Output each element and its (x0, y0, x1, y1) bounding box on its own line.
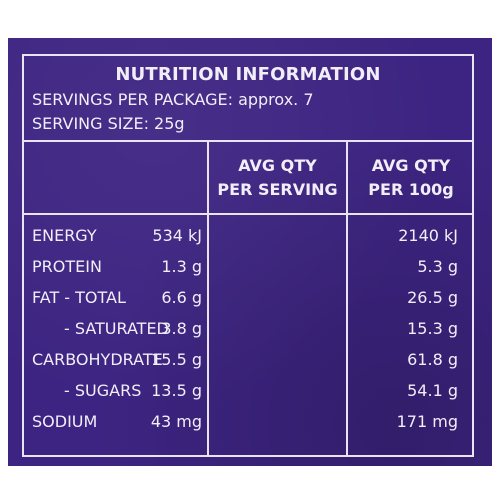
table-row: FAT - TOTAL 6.6 g 26.5 g (24, 283, 472, 313)
nutrient-name: - SATURATED (64, 319, 169, 338)
column-divider-2 (346, 140, 348, 455)
table-row: SODIUM 43 mg 171 mg (24, 407, 472, 437)
divider-header (24, 213, 472, 215)
column-header-line: AVG QTY (371, 156, 451, 175)
table-row: - SUGARS 13.5 g 54.1 g (24, 376, 472, 406)
value-per-serving: 6.6 g (161, 288, 202, 307)
table-row: CARBOHYDRATE 15.5 g 61.8 g (24, 345, 472, 375)
column-header-line: PER 100g (368, 180, 454, 199)
nutrient-name: ENERGY (32, 226, 97, 245)
table-row: - SATURATED 3.8 g 15.3 g (24, 314, 472, 344)
value-per-100g: 2140 kJ (398, 226, 458, 245)
serving-size: SERVING SIZE: 25g (32, 114, 185, 133)
nutrient-name: PROTEIN (32, 257, 102, 276)
nutrient-name: SODIUM (32, 412, 98, 431)
value-per-100g: 5.3 g (417, 257, 458, 276)
value-per-serving: 13.5 g (151, 381, 202, 400)
nutrient-name: - SUGARS (64, 381, 142, 400)
value-per-100g: 171 mg (396, 412, 458, 431)
value-per-100g: 61.8 g (407, 350, 458, 369)
value-per-serving: 534 kJ (152, 226, 202, 245)
nutrient-name: FAT - TOTAL (32, 288, 126, 307)
nutrition-table: NUTRITION INFORMATION SERVINGS PER PACKA… (22, 54, 474, 457)
column-header-per-serving: AVG QTY PER SERVING (209, 154, 346, 202)
table-title: NUTRITION INFORMATION (115, 64, 381, 85)
column-divider-1 (207, 140, 209, 455)
value-per-serving: 15.5 g (151, 350, 202, 369)
value-per-100g: 15.3 g (407, 319, 458, 338)
value-per-serving: 3.8 g (161, 319, 202, 338)
value-per-serving: 1.3 g (161, 257, 202, 276)
nutrient-name: CARBOHYDRATE (32, 350, 163, 369)
value-per-100g: 54.1 g (407, 381, 458, 400)
divider-top (24, 140, 472, 142)
table-row: PROTEIN 1.3 g 5.3 g (24, 252, 472, 282)
column-header-line: PER SERVING (217, 180, 338, 199)
value-per-serving: 43 mg (150, 412, 202, 431)
value-per-100g: 26.5 g (407, 288, 458, 307)
package-panel (8, 38, 492, 466)
table-row: ENERGY 534 kJ 2140 kJ (24, 221, 472, 251)
column-header-per-100g: AVG QTY PER 100g (348, 154, 474, 202)
servings-per-package: SERVINGS PER PACKAGE: approx. 7 (32, 90, 314, 109)
column-header-line: AVG QTY (238, 156, 317, 175)
